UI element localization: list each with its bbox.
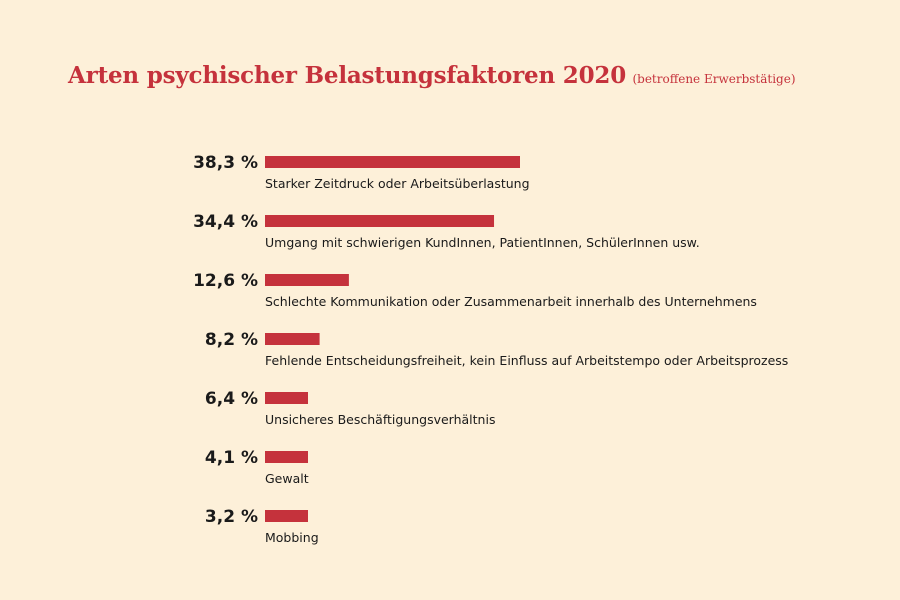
chart-subtitle: (betroffene Erwerbstätige)	[632, 72, 796, 86]
value-label-1: 38,3 %	[193, 153, 258, 173]
bar-2	[265, 215, 495, 227]
category-label-6: Gewalt	[265, 471, 309, 486]
value-label-7: 3,2 %	[205, 507, 258, 527]
bar-5	[265, 392, 308, 404]
bar-6	[265, 451, 308, 463]
category-label-2: Umgang mit schwierigen KundInnen, Patien…	[265, 235, 700, 250]
value-label-2: 34,4 %	[193, 212, 258, 232]
bar-1	[265, 156, 520, 168]
category-label-7: Mobbing	[265, 530, 319, 545]
value-label-6: 4,1 %	[205, 448, 258, 468]
value-label-3: 12,6 %	[193, 271, 258, 291]
category-label-4: Fehlende Entscheidungsfreiheit, kein Ein…	[265, 353, 788, 368]
chart-title: Arten psychischer Belastungsfaktoren 202…	[68, 62, 626, 89]
chart-header: Arten psychischer Belastungsfaktoren 202…	[68, 62, 796, 89]
category-label-3: Schlechte Kommunikation oder Zusammenarb…	[265, 294, 757, 309]
bar-7	[265, 510, 308, 522]
category-label-1: Starker Zeitdruck oder Arbeitsüberlastun…	[265, 176, 530, 191]
category-label-5: Unsicheres Beschäftigungsverhältnis	[265, 412, 495, 427]
bar-3	[265, 274, 349, 286]
value-label-4: 8,2 %	[205, 330, 258, 350]
value-label-5: 6,4 %	[205, 389, 258, 409]
bar-4	[265, 333, 320, 345]
